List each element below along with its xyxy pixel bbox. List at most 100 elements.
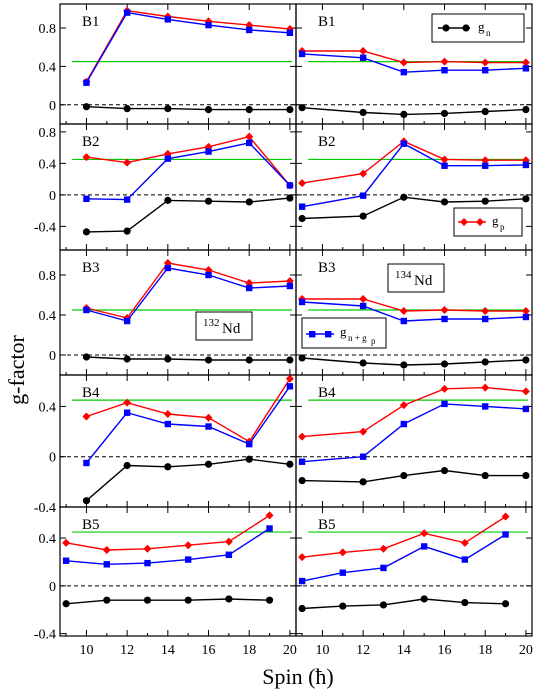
- data-point-g-np: [522, 161, 530, 169]
- y-tick-label: -0.4: [34, 501, 56, 516]
- nucleus-label-box-134: [387, 263, 445, 293]
- nucleus-symbol-134: Nd: [414, 273, 433, 289]
- data-point-g-n: [204, 197, 213, 205]
- series-line-g-np: [85, 11, 290, 84]
- legend-label-g-np: g: [340, 324, 347, 339]
- y-tick-label: 0.4: [39, 400, 57, 415]
- series-line-g-n: [302, 357, 526, 366]
- data-point-g-np: [164, 264, 172, 272]
- y-tick-label: 0.8: [39, 126, 57, 141]
- series-line-g-n: [302, 107, 526, 116]
- data-point-g-n: [123, 105, 131, 113]
- data-point-g-n: [501, 600, 510, 608]
- data-point-g-n: [359, 212, 367, 220]
- data-point-g-n: [359, 108, 367, 117]
- data-point-g-n: [204, 106, 213, 114]
- x-tick-label: 14: [397, 643, 411, 658]
- data-point-g-p: [399, 401, 408, 410]
- legend-sub-g-np: n + g: [348, 333, 367, 343]
- data-point-g-np: [103, 561, 110, 568]
- data-point-g-p: [359, 47, 368, 56]
- data-point-g-np: [83, 306, 90, 314]
- data-point-g-np: [164, 420, 172, 428]
- y-tick-label: -0.4: [34, 628, 56, 643]
- series-line-g-n: [66, 598, 270, 605]
- x-tick-label: 10: [315, 643, 329, 658]
- data-point-g-np: [380, 564, 387, 572]
- x-tick-label: 20: [519, 643, 533, 658]
- data-point-g-p: [359, 169, 368, 178]
- data-point-g-np: [298, 203, 306, 210]
- data-point-g-np: [400, 420, 408, 428]
- band-label: B5: [82, 517, 100, 533]
- data-point-g-np: [286, 383, 294, 390]
- data-point-g-p: [82, 412, 91, 421]
- data-point-g-np: [246, 440, 253, 448]
- data-point-g-n: [420, 595, 428, 603]
- y-tick-label: 0: [49, 349, 56, 364]
- data-point-g-n: [379, 601, 388, 609]
- data-point-g-p: [298, 179, 307, 188]
- data-point-g-np: [123, 9, 131, 16]
- series-line-g-n: [86, 356, 290, 361]
- data-point-g-n: [400, 110, 408, 118]
- data-point-g-p: [62, 538, 71, 547]
- data-point-g-np: [266, 525, 273, 532]
- data-point-g-np: [286, 29, 294, 36]
- series-line-g-np: [302, 301, 526, 322]
- data-point-g-n: [245, 106, 253, 114]
- data-point-g-n: [440, 360, 449, 368]
- panel-frame: [295, 506, 533, 637]
- y-tick-label: 0.4: [39, 60, 57, 75]
- data-point-g-np: [482, 162, 489, 169]
- data-point-g-np: [184, 556, 192, 563]
- data-point-g-np: [205, 148, 212, 155]
- data-point-g-p: [399, 58, 408, 67]
- y-tick-label: 0: [49, 451, 56, 466]
- data-point-g-np: [205, 423, 212, 430]
- legend-marker-g-n: [442, 24, 450, 32]
- data-point-g-n: [164, 463, 172, 471]
- data-point-g-n: [522, 106, 530, 114]
- data-point-g-np: [205, 21, 212, 29]
- data-point-g-p: [481, 58, 490, 67]
- series-line-g-p: [302, 386, 526, 438]
- data-point-g-n: [82, 228, 91, 236]
- y-tick-label: 0.8: [39, 269, 57, 284]
- data-point-g-n: [82, 497, 91, 505]
- data-point-g-p: [521, 307, 530, 315]
- band-label: B4: [318, 385, 336, 401]
- data-point-g-n: [461, 598, 469, 607]
- band-label: B5: [318, 517, 336, 533]
- series-line-g-np: [85, 385, 291, 464]
- data-point-g-p: [399, 307, 408, 315]
- data-point-g-np: [286, 282, 294, 290]
- legend-subsub-g-np: p: [371, 336, 376, 346]
- data-point-g-n: [298, 477, 306, 485]
- legend-marker-g-np: [309, 331, 316, 338]
- y-tick-label: 0.8: [39, 22, 57, 37]
- data-point-g-n: [164, 355, 172, 363]
- y-tick-label: 0: [49, 99, 56, 114]
- data-point-g-n: [298, 604, 306, 613]
- band-label: B3: [82, 260, 100, 276]
- data-point-g-np: [522, 313, 530, 321]
- series-line-g-n: [86, 197, 290, 233]
- x-tick-label: 20: [283, 643, 297, 658]
- data-point-g-np: [83, 79, 90, 86]
- x-tick-label: 16: [438, 643, 452, 658]
- legend-label-g-p: g: [492, 213, 499, 228]
- data-point-g-p: [163, 409, 172, 418]
- data-point-g-p: [298, 432, 307, 441]
- data-point-g-p: [285, 374, 294, 383]
- data-point-g-p: [440, 306, 449, 314]
- data-point-g-n: [123, 227, 131, 235]
- series-line-g-np: [301, 142, 526, 208]
- data-point-g-np: [522, 65, 530, 72]
- data-point-g-np: [400, 317, 408, 325]
- data-point-g-np: [502, 531, 509, 538]
- data-point-g-p: [440, 57, 449, 66]
- data-point-g-n: [245, 198, 253, 206]
- data-point-g-p: [102, 546, 111, 554]
- data-point-g-p: [501, 512, 510, 521]
